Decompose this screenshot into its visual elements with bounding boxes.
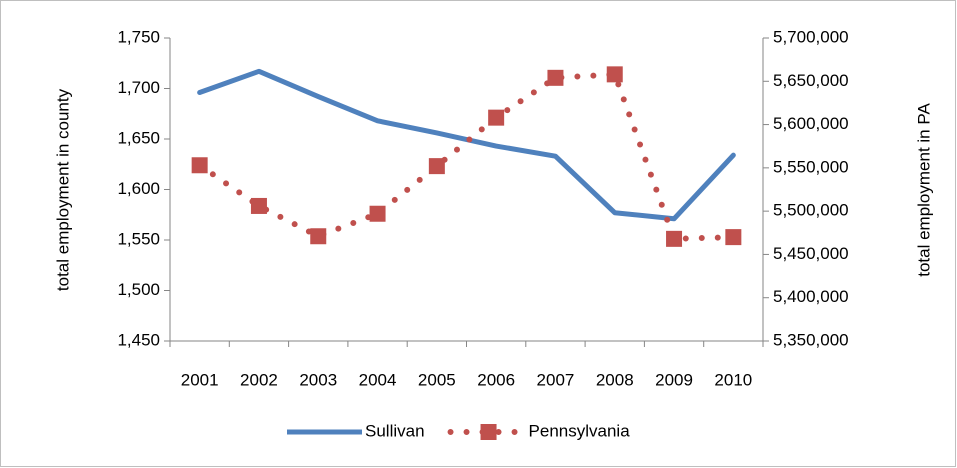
y-tick-label: 1,600: [117, 179, 160, 198]
legend-label: Pennsylvania: [529, 421, 631, 440]
y2-tick-label: 5,350,000: [773, 330, 849, 349]
legend-marker: [480, 424, 497, 440]
x-tick-label: 2004: [359, 370, 397, 389]
y2-tick-label: 5,500,000: [773, 201, 849, 220]
marker: [666, 230, 683, 247]
marker: [488, 109, 505, 126]
y2-tick-label: 5,650,000: [773, 71, 849, 90]
y2-tick-label: 5,450,000: [773, 244, 849, 263]
y-tick-label: 1,750: [117, 27, 160, 46]
x-tick-label: 2007: [537, 370, 575, 389]
marker: [428, 158, 445, 175]
marker: [725, 229, 742, 246]
y2-tick-label: 5,550,000: [773, 157, 849, 176]
y2-tick-label: 5,400,000: [773, 287, 849, 306]
y2-axis-title: total employment in PA: [914, 103, 933, 277]
x-tick-label: 2001: [181, 370, 219, 389]
marker: [606, 66, 623, 83]
y-tick-label: 1,500: [117, 280, 160, 299]
y2-tick-label: 5,700,000: [773, 27, 849, 46]
y2-tick-label: 5,600,000: [773, 114, 849, 133]
x-tick-label: 2005: [418, 370, 456, 389]
marker: [547, 69, 564, 86]
y-tick-label: 1,450: [117, 330, 160, 349]
x-tick-label: 2002: [240, 370, 278, 389]
y-tick-label: 1,700: [117, 78, 160, 97]
marker: [369, 205, 386, 222]
x-tick-label: 2006: [477, 370, 515, 389]
x-tick-label: 2009: [655, 370, 693, 389]
marker: [310, 228, 327, 245]
legend-label: Sullivan: [365, 421, 425, 440]
x-tick-label: 2008: [596, 370, 634, 389]
x-tick-label: 2003: [299, 370, 337, 389]
marker: [250, 197, 267, 214]
y-tick-label: 1,650: [117, 128, 160, 147]
y-tick-label: 1,550: [117, 229, 160, 248]
marker: [191, 157, 208, 174]
y-axis-title: total employment in county: [53, 88, 72, 291]
x-tick-label: 2010: [714, 370, 752, 389]
